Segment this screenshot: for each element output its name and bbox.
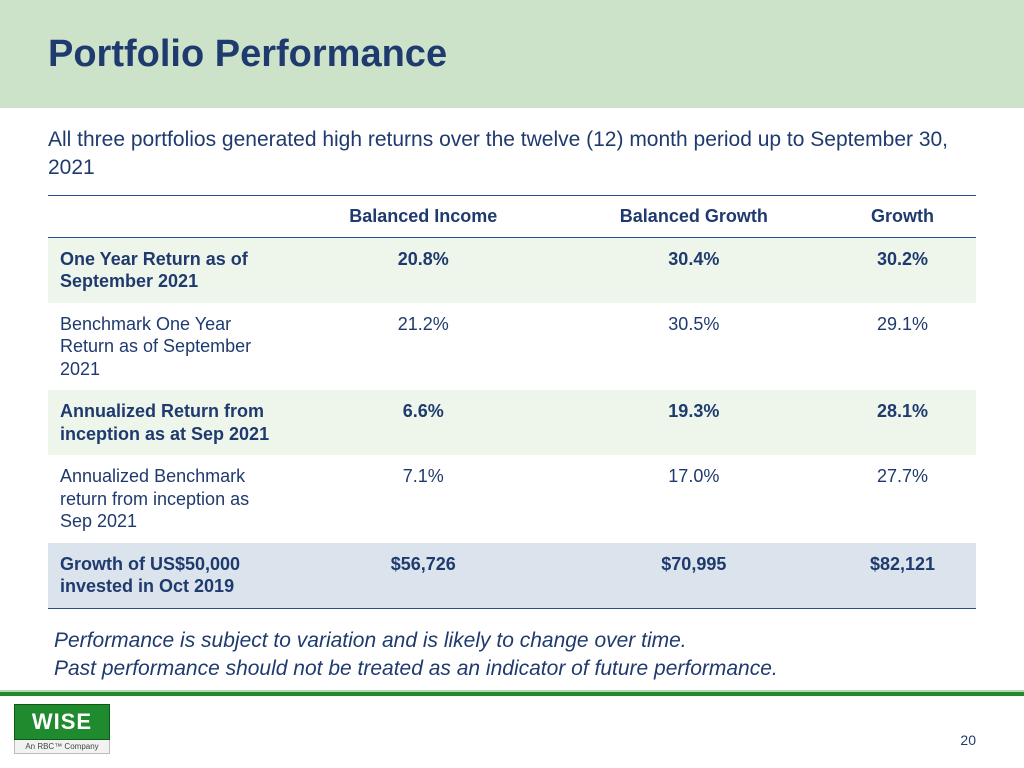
cell: 20.8% (288, 237, 559, 303)
row-label: Annualized Return from inception as at S… (48, 390, 288, 455)
col-header-blank (48, 195, 288, 237)
page-number: 20 (960, 732, 976, 748)
cell: 27.7% (829, 455, 976, 543)
footer-accent-bar (0, 690, 1024, 696)
disclaimer-line: Past performance should not be treated a… (54, 655, 976, 683)
cell: 17.0% (559, 455, 830, 543)
cell: $70,995 (559, 543, 830, 609)
page-title: Portfolio Performance (48, 33, 447, 76)
cell: 29.1% (829, 303, 976, 391)
row-label: Benchmark One Year Return as of Septembe… (48, 303, 288, 391)
cell: 7.1% (288, 455, 559, 543)
cell: 28.1% (829, 390, 976, 455)
col-header-growth: Growth (829, 195, 976, 237)
logo-subtext: An RBC™ Company (14, 740, 110, 754)
cell: 30.4% (559, 237, 830, 303)
cell: 19.3% (559, 390, 830, 455)
row-label: One Year Return as of September 2021 (48, 237, 288, 303)
cell: 30.5% (559, 303, 830, 391)
cell: 30.2% (829, 237, 976, 303)
intro-text: All three portfolios generated high retu… (48, 126, 976, 183)
table-row: Growth of US$50,000 invested in Oct 2019… (48, 543, 976, 609)
footer: WISE An RBC™ Company 20 (0, 690, 1024, 768)
row-label: Annualized Benchmark return from incepti… (48, 455, 288, 543)
col-header-balanced-income: Balanced Income (288, 195, 559, 237)
cell: $56,726 (288, 543, 559, 609)
performance-table: Balanced Income Balanced Growth Growth O… (48, 195, 976, 609)
table-row: One Year Return as of September 2021 20.… (48, 237, 976, 303)
logo-text: WISE (14, 704, 110, 740)
row-label: Growth of US$50,000 invested in Oct 2019 (48, 543, 288, 609)
col-header-balanced-growth: Balanced Growth (559, 195, 830, 237)
table-row: Benchmark One Year Return as of Septembe… (48, 303, 976, 391)
table-row: Annualized Benchmark return from incepti… (48, 455, 976, 543)
cell: 6.6% (288, 390, 559, 455)
content-area: All three portfolios generated high retu… (0, 108, 1024, 683)
disclaimer-line: Performance is subject to variation and … (54, 627, 976, 655)
cell: $82,121 (829, 543, 976, 609)
cell: 21.2% (288, 303, 559, 391)
brand-logo: WISE An RBC™ Company (14, 704, 110, 754)
table-row: Annualized Return from inception as at S… (48, 390, 976, 455)
disclaimer: Performance is subject to variation and … (48, 627, 976, 684)
table-header-row: Balanced Income Balanced Growth Growth (48, 195, 976, 237)
title-banner: Portfolio Performance (0, 0, 1024, 108)
